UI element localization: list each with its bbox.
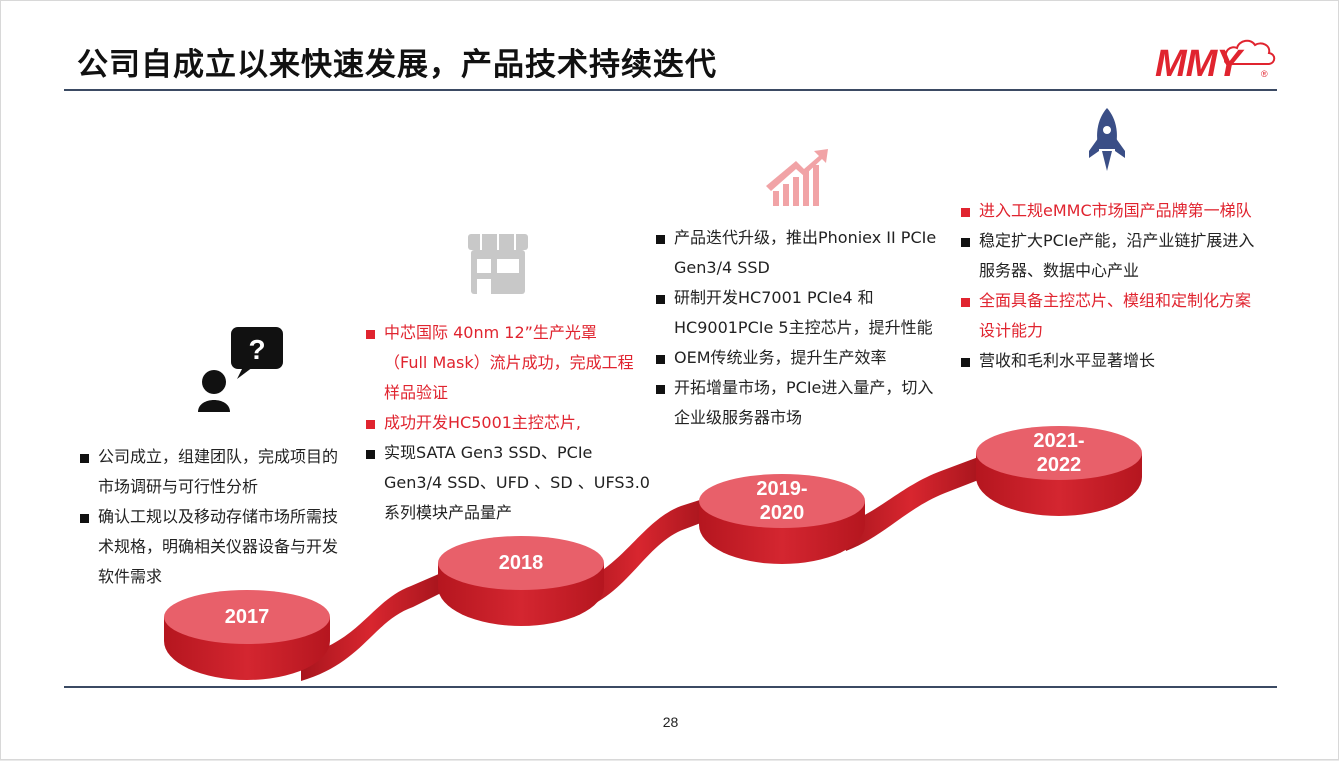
list-item: 营收和毛利水平显著增长: [961, 346, 1273, 376]
list-item: 全面具备主控芯片、模组和定制化方案 设计能力: [961, 286, 1273, 346]
bullet-icon: [80, 514, 89, 523]
bullet-icon: [80, 454, 89, 463]
line: 进入工规eMMC市场国产品牌第一梯队: [979, 201, 1252, 220]
line: Gen3/4 SSD: [674, 258, 770, 277]
year-label-2021-2022: 2021- 2022: [999, 429, 1119, 477]
line: 确认工规以及移动存储市场所需技: [98, 507, 339, 526]
bullet-icon: [961, 298, 970, 307]
line: 稳定扩大PCIe产能，沿产业链扩展进入: [979, 231, 1255, 250]
svg-text:?: ?: [248, 334, 265, 365]
year-label-2019-2020: 2019- 2020: [722, 477, 842, 525]
page-number: 28: [662, 714, 679, 730]
milestone-2021-2022-list: 进入工规eMMC市场国产品牌第一梯队 稳定扩大PCIe产能，沿产业链扩展进入 服…: [961, 196, 1273, 376]
list-item: 公司成立，组建团队，完成项目的 市场调研与可行性分析: [80, 442, 360, 502]
header-rule: [64, 89, 1277, 91]
line: 公司成立，组建团队，完成项目的: [98, 447, 339, 466]
year-text-line2: 2022: [1036, 454, 1082, 476]
year-text-line1: 2021-: [1033, 430, 1085, 452]
year-text: 2018: [498, 552, 544, 574]
list-item: 中芯国际 40nm 12”生产光罩 （Full Mask）流片成功，完成工程 样…: [366, 318, 666, 408]
bullet-icon: [656, 385, 665, 394]
list-item: 实现SATA Gen3 SSD、PCIe Gen3/4 SSD、UFD 、SD …: [366, 438, 666, 528]
line: 市场调研与可行性分析: [98, 477, 259, 496]
bullet-icon: [961, 238, 970, 247]
storefront-icon: [468, 234, 528, 294]
line: HC9001PCIe 5主控芯片，提升性能: [674, 318, 933, 337]
line: 服务器、数据中心产业: [979, 261, 1140, 280]
list-item: 开拓增量市场，PCIe进入量产，切入 企业级服务器市场: [656, 373, 956, 433]
year-label-2017: 2017: [187, 605, 307, 629]
line: Gen3/4 SSD、UFD 、SD 、UFS3.0: [384, 473, 650, 492]
line: 设计能力: [979, 321, 1044, 340]
bullet-icon: [656, 295, 665, 304]
bullet-icon: [366, 330, 375, 339]
bullet-icon: [656, 235, 665, 244]
year-text-line1: 2019-: [756, 478, 808, 500]
line: 开拓增量市场，PCIe进入量产，切入: [674, 378, 934, 397]
list-item: 进入工规eMMC市场国产品牌第一梯队: [961, 196, 1273, 226]
year-disc-2018: [438, 536, 604, 626]
footer-rule: [64, 686, 1277, 688]
line: 术规格，明确相关仪器设备与开发: [98, 537, 339, 556]
line: 实现SATA Gen3 SSD、PCIe: [384, 443, 593, 462]
line: 研制开发HC7001 PCIe4 和: [674, 288, 874, 307]
line: 营收和毛利水平显著增长: [979, 351, 1156, 370]
year-disc-2019-2020: [699, 474, 865, 564]
year-label-2018: 2018: [461, 551, 581, 575]
milestone-2017-list: 公司成立，组建团队，完成项目的 市场调研与可行性分析 确认工规以及移动存储市场所…: [80, 442, 360, 592]
bullet-icon: [961, 358, 970, 367]
growth-chart-icon: [766, 149, 828, 206]
line: 产品迭代升级，推出Phoniex II PCIe: [674, 228, 937, 247]
page-title: 公司自成立以来快速发展，产品技术持续迭代: [77, 47, 717, 83]
line: （Full Mask）流片成功，完成工程: [384, 353, 634, 372]
line: 成功开发HC5001主控芯片,: [384, 413, 582, 432]
bullet-icon: [366, 450, 375, 459]
cloud-icon: [1224, 39, 1276, 66]
rocket-icon: [1089, 108, 1125, 171]
list-item: 稳定扩大PCIe产能，沿产业链扩展进入 服务器、数据中心产业: [961, 226, 1273, 286]
line: 企业级服务器市场: [674, 408, 803, 427]
brand-logo: MMY ®: [1149, 29, 1279, 87]
bullet-icon: [366, 420, 375, 429]
logo-registered-mark: ®: [1261, 69, 1268, 79]
line: OEM传统业务，提升生产效率: [674, 348, 887, 367]
person-question-icon: ?: [198, 327, 283, 412]
list-item: 确认工规以及移动存储市场所需技 术规格，明确相关仪器设备与开发 软件需求: [80, 502, 360, 592]
list-item: OEM传统业务，提升生产效率: [656, 343, 956, 373]
bullet-icon: [656, 355, 665, 364]
year-disc-2021-2022: [976, 426, 1142, 516]
year-text-line2: 2020: [759, 502, 805, 524]
line: 中芯国际 40nm 12”生产光罩: [384, 323, 597, 342]
milestone-2018-list: 中芯国际 40nm 12”生产光罩 （Full Mask）流片成功，完成工程 样…: [366, 318, 666, 528]
bullet-icon: [961, 208, 970, 217]
line: 软件需求: [98, 567, 163, 586]
list-item: 成功开发HC5001主控芯片,: [366, 408, 666, 438]
line: 全面具备主控芯片、模组和定制化方案: [979, 291, 1252, 310]
ribbon-2018-2019: [571, 498, 706, 611]
line: 系列模块产品量产: [384, 503, 513, 522]
milestone-2019-2020-list: 产品迭代升级，推出Phoniex II PCIe Gen3/4 SSD 研制开发…: [656, 223, 956, 433]
list-item: 产品迭代升级，推出Phoniex II PCIe Gen3/4 SSD: [656, 223, 956, 283]
year-disc-2017: [164, 590, 330, 680]
list-item: 研制开发HC7001 PCIe4 和 HC9001PCIe 5主控芯片，提升性能: [656, 283, 956, 343]
line: 样品验证: [384, 383, 449, 402]
year-text: 2017: [224, 606, 270, 628]
logo-wordmark: MMY: [1155, 43, 1242, 85]
ribbon-2019-2021: [841, 456, 981, 551]
ribbon-2017-2018: [301, 573, 441, 681]
